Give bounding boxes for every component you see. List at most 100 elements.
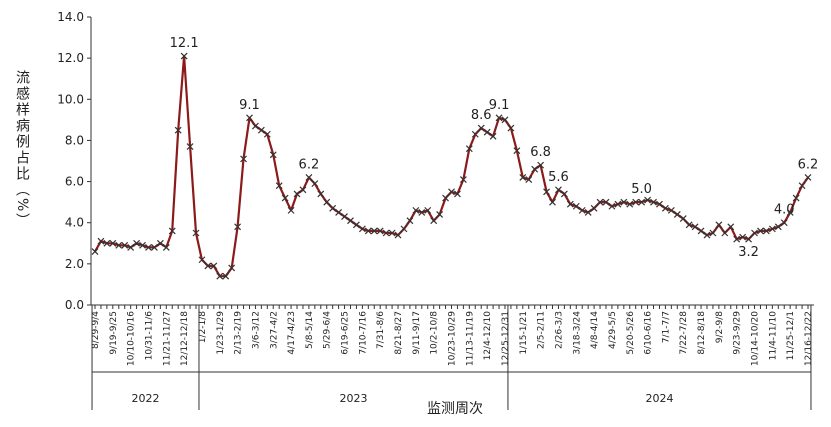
x-tick-label: 12/12-12/18 xyxy=(180,311,190,366)
point-marker xyxy=(762,227,770,235)
x-tick-label: 9/11-9/17 xyxy=(412,311,422,355)
data-label: 8.6 xyxy=(471,108,492,123)
x-tick-label: 1/23-1/29 xyxy=(216,311,226,355)
point-marker xyxy=(709,229,717,237)
point-marker xyxy=(786,209,794,216)
y-tick-label: 12.0 xyxy=(57,51,84,65)
point-marker xyxy=(608,202,616,210)
point-marker xyxy=(252,122,259,130)
point-marker xyxy=(293,190,301,198)
x-tick-label: 5/29-6/4 xyxy=(323,311,333,349)
y-tick-label: 10.0 xyxy=(57,92,84,106)
point-marker xyxy=(566,200,574,208)
x-tick-label: 5/20-5/26 xyxy=(626,311,636,355)
point-marker xyxy=(329,204,337,212)
point-marker xyxy=(174,126,182,134)
point-marker xyxy=(751,229,758,237)
data-label: 9.1 xyxy=(489,98,510,113)
x-tick-label: 8/29-9/4 xyxy=(91,311,101,349)
point-marker xyxy=(400,225,408,233)
x-tick-label: 11/4-11/10 xyxy=(768,311,778,361)
x-tick-label: 10/14-10/20 xyxy=(751,311,761,366)
point-marker xyxy=(560,190,568,198)
point-marker xyxy=(145,243,152,251)
year-label: 2024 xyxy=(645,392,673,405)
point-marker xyxy=(442,194,449,202)
point-marker xyxy=(222,272,230,280)
point-marker xyxy=(656,200,663,208)
data-label: 12.1 xyxy=(170,36,199,51)
point-marker xyxy=(448,188,455,196)
x-tick-label: 8/12-8/18 xyxy=(697,311,707,355)
x-tick-label: 4/17-4/23 xyxy=(287,311,297,355)
point-marker xyxy=(739,233,747,241)
x-tick-label: 11/25-12/1 xyxy=(786,311,796,360)
point-marker xyxy=(150,243,158,251)
point-marker xyxy=(721,229,729,237)
x-tick-label: 5/8-5/14 xyxy=(305,311,315,349)
x-tick-label: 2/5-2/11 xyxy=(537,311,547,349)
point-marker xyxy=(549,198,556,206)
point-marker xyxy=(257,126,265,134)
point-marker xyxy=(715,221,723,229)
y-tick-label: 14.0 xyxy=(57,10,84,24)
point-marker xyxy=(406,217,414,225)
point-marker xyxy=(650,198,657,206)
point-marker xyxy=(596,198,604,206)
point-marker xyxy=(525,176,533,183)
x-tick-label: 1/2-1/8 xyxy=(198,311,208,343)
point-marker xyxy=(519,174,527,181)
x-tick-label: 2/26-3/3 xyxy=(554,311,564,349)
point-marker xyxy=(133,239,141,247)
point-marker xyxy=(555,186,562,194)
x-tick-label: 10/2-10/8 xyxy=(430,311,440,355)
point-marker xyxy=(162,243,170,251)
x-tick-label: 3/18-3/24 xyxy=(572,311,582,355)
point-marker xyxy=(347,217,354,225)
x-tick-label: 9/2-9/8 xyxy=(715,311,725,343)
point-marker xyxy=(263,130,271,138)
point-marker xyxy=(501,116,509,124)
year-label: 2022 xyxy=(132,392,160,405)
data-label: 5.0 xyxy=(631,182,652,197)
point-marker xyxy=(459,176,467,183)
point-marker xyxy=(139,241,146,249)
point-marker xyxy=(768,225,776,233)
point-marker xyxy=(602,198,610,206)
x-tick-label: 10/31-11/6 xyxy=(144,311,154,361)
x-tick-label: 7/31-8/6 xyxy=(376,311,386,349)
point-marker xyxy=(127,243,135,251)
point-marker xyxy=(537,161,545,169)
point-marker xyxy=(412,206,420,214)
point-marker xyxy=(638,198,646,206)
x-tick-label: 11/13-11/19 xyxy=(465,311,475,366)
x-tick-label: 10/23-10/29 xyxy=(448,311,458,366)
x-tick-label: 7/22-7/28 xyxy=(679,311,689,355)
data-label: 6.2 xyxy=(299,157,320,172)
y-axis-label: 流感样病例占比（%） xyxy=(14,70,30,229)
point-marker xyxy=(489,132,497,140)
point-marker xyxy=(216,272,224,280)
point-marker xyxy=(620,198,628,206)
point-marker xyxy=(287,206,295,214)
point-marker xyxy=(644,196,651,204)
x-tick-label: 6/10-6/16 xyxy=(644,311,654,355)
point-marker xyxy=(364,227,372,235)
point-marker xyxy=(584,209,592,216)
x-tick-label: 12/4-12/10 xyxy=(483,311,493,361)
point-marker xyxy=(299,186,307,194)
point-marker xyxy=(632,198,640,206)
point-marker xyxy=(382,229,390,237)
point-marker xyxy=(168,227,176,235)
x-tick-label: 4/8-4/14 xyxy=(590,311,600,349)
point-marker xyxy=(281,194,289,202)
data-label: 6.2 xyxy=(798,157,819,172)
x-axis-label: 监测周次 xyxy=(427,401,483,417)
point-marker xyxy=(311,180,319,188)
data-label: 9.1 xyxy=(239,98,260,113)
point-marker xyxy=(204,262,212,270)
year-label: 2023 xyxy=(339,392,367,405)
point-marker xyxy=(103,239,111,247)
point-marker xyxy=(234,223,242,231)
y-tick-label: 2.0 xyxy=(65,257,84,271)
